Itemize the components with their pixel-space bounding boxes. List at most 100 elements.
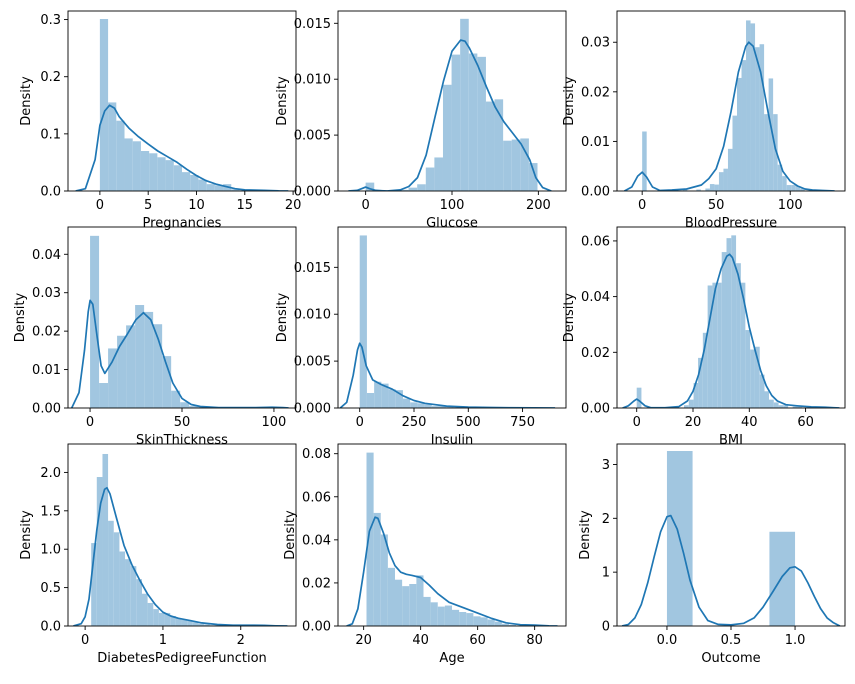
y-tick-label: 0.02 [302,576,331,591]
histogram-bar [742,60,747,191]
y-axis-label: Density [562,76,577,126]
plot-area [348,19,551,191]
histogram-bar [126,325,135,408]
histogram-bar [426,168,435,191]
y-tick-label: 0.010 [294,308,331,323]
x-tick-label: 20 [285,198,302,213]
y-axis-label: Density [578,510,593,560]
y-tick-label: 0.005 [294,129,331,144]
y-axis-label: Density [283,510,298,560]
histogram-bar [708,285,713,408]
y-tick-label: 0.02 [581,85,610,100]
histogram-bar [153,609,159,626]
histogram-bar [141,151,149,191]
y-tick-label: 0 [602,620,610,635]
histogram-bar [119,552,125,626]
y-tick-label: 0.00 [581,185,610,200]
x-tick-label: 0 [633,415,641,430]
histogram-bar [207,184,215,191]
histogram-bar [131,566,137,626]
y-axis-label: Density [19,510,34,560]
x-tick-label: 0 [356,415,364,430]
y-tick-label: 0.2 [40,70,61,85]
histogram-bar [410,402,417,408]
x-tick-label: 100 [778,198,803,213]
x-tick-label: 10 [188,198,205,213]
histogram-bar [149,153,157,191]
histogram-bar [144,312,153,408]
x-axis-label: Pregnancies [143,216,222,231]
histogram-bar [117,336,126,408]
y-tick-label: 0.00 [302,620,331,635]
histogram-bar [481,617,488,626]
histogram-bar [182,172,190,191]
histogram-bar [737,78,742,191]
x-tick-label: 100 [440,198,465,213]
histogram-bar [452,55,461,191]
y-tick-label: 1.5 [40,504,61,519]
histogram-bar [486,102,495,191]
histogram-bar [689,400,694,408]
y-tick-label: 1 [602,566,610,581]
histogram-bar [416,575,423,626]
x-axis-label: BloodPressure [685,216,777,231]
histogram-bar [136,579,142,626]
histogram-bar [714,185,719,191]
histogram-bar [402,586,409,626]
plot-area [623,235,840,408]
y-tick-label: 0.00 [581,402,610,417]
histogram-bar [642,131,647,191]
y-tick-label: 0.5 [40,581,61,596]
histogram-bar [395,580,402,626]
histogram-bar [116,121,124,191]
x-axis-label: BMI [719,433,743,448]
histogram-bar [403,399,410,408]
histogram-bar [125,559,131,626]
y-tick-label: 0.08 [302,447,331,462]
x-axis-label: Insulin [431,433,474,448]
histogram-bar [764,114,769,191]
histogram-bar [367,393,374,408]
histogram-bar [469,53,478,191]
plot-area [347,453,558,626]
histogram-bar [431,602,438,626]
plot-area [76,19,289,191]
x-tick-label: 20 [355,633,372,648]
histogram-bar [114,532,120,626]
plot-area [73,454,287,626]
x-tick-label: 500 [456,415,481,430]
y-tick-label: 0.3 [40,13,61,28]
plot-area [622,451,840,626]
histogram-bar [108,102,116,191]
y-axis-label: Density [19,76,34,126]
histogram-bar [732,116,737,191]
histogram-bar [417,184,426,191]
y-tick-label: 0.04 [32,248,61,263]
histogram-bar [388,568,395,626]
x-tick-label: 5 [144,198,152,213]
x-axis-label: Outcome [701,651,760,666]
x-tick-label: 100 [262,415,287,430]
x-tick-label: 250 [402,415,427,430]
x-tick-label: 1.0 [785,633,806,648]
histogram-bar [503,141,512,191]
histogram-bar [198,180,206,191]
kde-line [622,516,840,626]
y-tick-label: 0.01 [32,363,61,378]
histogram-bar [389,389,396,408]
x-tick-label: 0 [638,198,646,213]
histogram-bar [782,176,787,191]
histogram-bar [381,534,388,626]
y-tick-label: 0.010 [294,73,331,88]
histogram-bar [166,160,174,191]
histogram-bar [459,612,466,626]
plot-area [72,236,289,408]
histogram-bar [637,388,642,408]
x-tick-label: 0 [81,633,89,648]
x-tick-label: 60 [469,633,486,648]
y-tick-label: 0.06 [581,234,610,249]
x-axis-label: DiabetesPedigreeFunction [97,651,267,666]
